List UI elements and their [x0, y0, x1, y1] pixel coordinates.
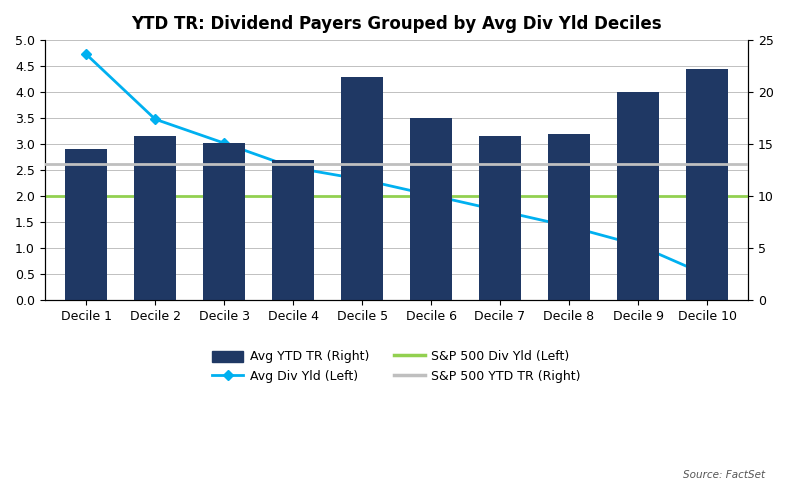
- Bar: [134, 136, 176, 300]
- Bar: [272, 160, 314, 300]
- Bar: [342, 77, 383, 300]
- Legend: Avg YTD TR (Right), Avg Div Yld (Left), S&P 500 Div Yld (Left), S&P 500 YTD TR (: Avg YTD TR (Right), Avg Div Yld (Left), …: [208, 346, 586, 388]
- Bar: [548, 134, 589, 300]
- Bar: [204, 143, 245, 300]
- Bar: [686, 69, 727, 300]
- Bar: [65, 149, 107, 300]
- Bar: [410, 118, 452, 300]
- Bar: [617, 92, 659, 300]
- Text: Source: FactSet: Source: FactSet: [683, 469, 765, 480]
- Title: YTD TR: Dividend Payers Grouped by Avg Div Yld Deciles: YTD TR: Dividend Payers Grouped by Avg D…: [131, 15, 662, 33]
- Bar: [480, 136, 521, 300]
